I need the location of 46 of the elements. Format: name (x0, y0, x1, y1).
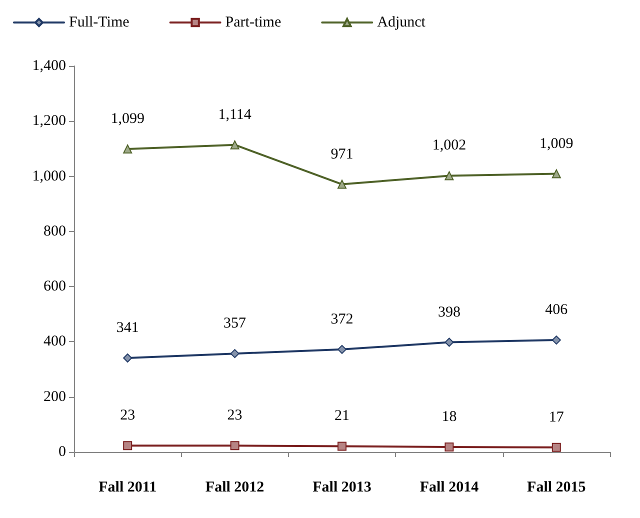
data-label: 17 (548, 409, 564, 426)
point (230, 441, 240, 450)
y-tick-label: 0 (58, 444, 66, 460)
data-label: 18 (442, 409, 457, 426)
x-tick-label: Fall 2014 (420, 480, 480, 496)
point (123, 441, 132, 450)
point (338, 180, 346, 189)
y-tick-label: 600 (44, 278, 66, 295)
data-label: 372 (330, 311, 354, 328)
point (552, 336, 561, 345)
y-tick-label: 200 (44, 388, 66, 405)
point (123, 353, 132, 362)
x-tick-label: Fall 2011 (98, 480, 157, 496)
data-label: 1,009 (540, 136, 574, 152)
data-label: 1,002 (432, 138, 466, 154)
y-tick-label: 1,000 (32, 168, 66, 184)
point (444, 442, 454, 452)
point (444, 338, 454, 347)
legend-label: Part-time (225, 14, 282, 30)
point (552, 442, 561, 452)
data-label: 341 (116, 320, 139, 336)
legend-label: Adjunct (377, 14, 426, 30)
point (123, 144, 132, 154)
legend-label: Full-Time (69, 14, 130, 30)
data-label: 21 (334, 408, 350, 424)
data-label: 23 (227, 408, 242, 424)
data-label: 1,099 (110, 110, 144, 127)
data-label: 23 (120, 408, 136, 424)
point (444, 171, 454, 180)
x-tick-label: Fall 2015 (527, 480, 586, 496)
y-tick-label: 1,200 (32, 113, 66, 130)
data-label: 971 (330, 146, 354, 162)
x-tick-label: Fall 2013 (312, 480, 372, 496)
x-tick-label: Fall 2012 (205, 480, 264, 496)
point (230, 140, 240, 150)
y-tick-label: 400 (44, 334, 66, 350)
point (338, 344, 346, 354)
y-tick-label: 1,400 (32, 58, 66, 74)
point (552, 169, 561, 178)
data-label: 357 (224, 316, 247, 332)
data-label: 1,114 (218, 106, 252, 123)
point (338, 442, 346, 451)
point (230, 349, 240, 358)
y-tick-label: 800 (44, 223, 66, 240)
data-label: 398 (438, 304, 460, 320)
data-label: 406 (545, 302, 568, 318)
